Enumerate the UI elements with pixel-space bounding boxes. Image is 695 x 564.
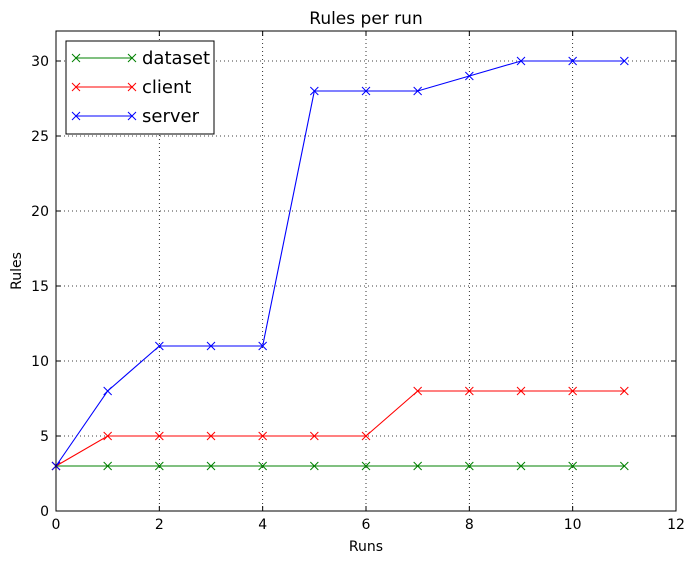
server-marker	[309, 86, 319, 96]
x-tick-label: 2	[155, 517, 164, 533]
legend-label: client	[142, 77, 191, 98]
x-axis-title: Runs	[349, 539, 383, 555]
server-marker	[103, 386, 113, 396]
x-tick-label: 0	[52, 517, 61, 533]
legend-item-client: client	[71, 77, 191, 98]
client-marker	[103, 431, 113, 441]
legend-label: server	[142, 106, 200, 127]
y-tick-label: 10	[31, 354, 49, 370]
x-tick-label: 4	[258, 517, 267, 533]
y-tick-label: 0	[40, 504, 49, 520]
server-line	[55, 60, 625, 467]
chart-title: Rules per run	[309, 9, 422, 29]
client-marker	[568, 386, 578, 396]
y-tick-label: 30	[31, 54, 49, 70]
server-marker	[361, 86, 371, 96]
dataset-marker	[258, 461, 268, 471]
dataset-marker	[568, 461, 578, 471]
x-tick-label: 6	[362, 517, 371, 533]
x-tick-label: 12	[667, 517, 685, 533]
legend-label: dataset	[142, 48, 210, 69]
client-marker	[361, 431, 371, 441]
dataset-marker	[516, 461, 526, 471]
legend-box	[65, 40, 215, 135]
legend-marker	[127, 82, 137, 92]
server-marker	[619, 56, 629, 66]
tick-labels: 0 2 4 6 8 10 12 0 5 10 15 20 25 30	[31, 54, 685, 533]
y-tick-label: 20	[31, 204, 49, 220]
client-marker	[516, 386, 526, 396]
server-marker	[154, 341, 164, 351]
legend: dataset client server	[65, 40, 215, 135]
server-marker	[464, 71, 474, 81]
client-marker	[464, 386, 474, 396]
x-tick-label: 8	[465, 517, 474, 533]
dataset-marker	[154, 461, 164, 471]
series-server	[51, 56, 629, 471]
legend-marker	[71, 53, 81, 63]
dataset-marker	[464, 461, 474, 471]
y-tick-label: 5	[40, 429, 49, 445]
dataset-marker	[413, 461, 423, 471]
x-tick-label: 10	[564, 517, 582, 533]
legend-marker	[127, 111, 137, 121]
dataset-marker	[619, 461, 629, 471]
client-marker	[258, 431, 268, 441]
legend-item-dataset: dataset	[71, 48, 210, 69]
client-marker	[309, 431, 319, 441]
server-marker	[516, 56, 526, 66]
axis-ticks	[55, 31, 677, 512]
legend-marker	[71, 111, 81, 121]
server-marker	[258, 341, 268, 351]
legend-marker	[127, 53, 137, 63]
client-marker	[154, 431, 164, 441]
server-marker	[413, 86, 423, 96]
server-marker	[206, 341, 216, 351]
y-axis-title: Rules	[9, 252, 25, 290]
client-marker	[413, 386, 423, 396]
server-marker	[568, 56, 578, 66]
legend-marker	[71, 82, 81, 92]
dataset-marker	[103, 461, 113, 471]
dataset-marker	[309, 461, 319, 471]
y-tick-label: 15	[31, 279, 49, 295]
client-line	[55, 390, 625, 467]
dataset-marker	[361, 461, 371, 471]
dataset-marker	[206, 461, 216, 471]
client-marker	[619, 386, 629, 396]
client-marker	[206, 431, 216, 441]
legend-item-server: server	[71, 106, 200, 127]
y-tick-label: 25	[31, 129, 49, 145]
